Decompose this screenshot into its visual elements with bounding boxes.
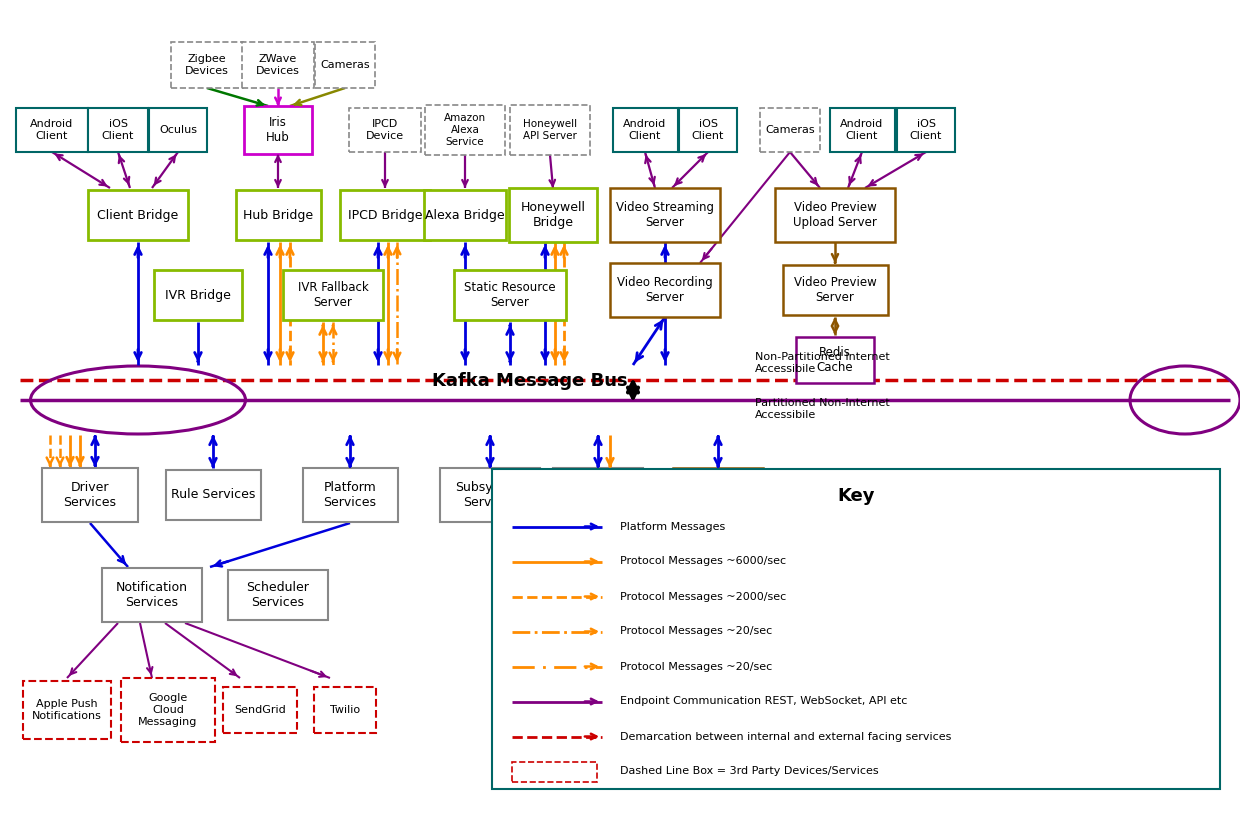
Bar <box>228 570 329 620</box>
Text: Redis
Cache: Redis Cache <box>817 346 853 374</box>
Text: Scheduler
Services: Scheduler Services <box>247 581 310 609</box>
Bar <box>492 469 1220 789</box>
Text: SendGrid: SendGrid <box>234 705 286 715</box>
Bar <box>610 188 720 242</box>
Text: iOS
Client: iOS Client <box>910 119 942 141</box>
Text: Video Streaming
Server: Video Streaming Server <box>616 201 714 229</box>
Text: Platform
Services: Platform Services <box>324 481 377 509</box>
Bar <box>680 108 737 152</box>
Text: Video Recording
Server: Video Recording Server <box>618 276 713 304</box>
Text: Subsystem
Services: Subsystem Services <box>455 481 525 509</box>
Text: Driver
Services: Driver Services <box>63 481 117 509</box>
Text: Android
Client: Android Client <box>841 119 884 141</box>
Bar <box>512 762 596 781</box>
Text: iOS
Client: iOS Client <box>692 119 724 141</box>
Text: Protocol Messages ~20/sec: Protocol Messages ~20/sec <box>620 661 773 671</box>
Bar <box>830 108 894 152</box>
Bar <box>440 468 539 522</box>
Bar <box>510 105 590 155</box>
Text: Kafka Message Bus: Kafka Message Bus <box>433 372 627 390</box>
Text: Non-Partitioned Internet
Accessibile: Non-Partitioned Internet Accessibile <box>755 352 890 374</box>
Text: Client Bridge: Client Bridge <box>98 209 179 221</box>
Bar <box>340 190 430 240</box>
Text: Amazon
Alexa
Service: Amazon Alexa Service <box>444 113 486 147</box>
Text: History
Services: History Services <box>572 481 625 509</box>
Bar <box>613 108 677 152</box>
Text: Iris
Hub: Iris Hub <box>267 116 290 144</box>
Bar <box>348 108 422 152</box>
Text: Dashed Line Box = 3rd Party Devices/Services: Dashed Line Box = 3rd Party Devices/Serv… <box>620 767 879 777</box>
Text: Twilio: Twilio <box>330 705 360 715</box>
Bar <box>796 337 874 383</box>
Bar <box>149 108 207 152</box>
Bar <box>314 687 376 733</box>
Text: Video Preview
Server: Video Preview Server <box>794 276 877 304</box>
Text: Protocol Messages ~2000/sec: Protocol Messages ~2000/sec <box>620 591 786 602</box>
Bar <box>171 42 243 88</box>
Text: Android
Client: Android Client <box>30 119 73 141</box>
Text: Partitioned Non-Internet
Accessibile: Partitioned Non-Internet Accessibile <box>755 398 890 420</box>
Text: Hub Bridge: Hub Bridge <box>243 209 312 221</box>
Bar <box>897 108 955 152</box>
Bar <box>303 468 398 522</box>
Text: Notification
Services: Notification Services <box>117 581 188 609</box>
Text: Oculus: Oculus <box>159 125 197 135</box>
Bar <box>424 190 506 240</box>
Text: Rule Services: Rule Services <box>171 488 255 502</box>
Bar <box>165 470 260 520</box>
Text: Honeywell
Bridge: Honeywell Bridge <box>521 201 585 229</box>
Text: Zigbee
Devices: Zigbee Devices <box>185 55 229 76</box>
Text: Video
Services: Video Services <box>692 481 744 509</box>
Text: iOS
Client: iOS Client <box>102 119 134 141</box>
Bar <box>24 681 112 739</box>
Text: Android
Client: Android Client <box>624 119 667 141</box>
Bar <box>553 468 644 522</box>
Text: IPCD Bridge: IPCD Bridge <box>347 209 423 221</box>
Text: Honeywell
API Server: Honeywell API Server <box>523 119 577 141</box>
Text: Video Preview
Upload Server: Video Preview Upload Server <box>794 201 877 229</box>
Bar <box>42 468 138 522</box>
Bar <box>315 42 374 88</box>
Bar <box>236 190 320 240</box>
Text: IPCD
Device: IPCD Device <box>366 119 404 141</box>
Text: Key: Key <box>837 487 874 505</box>
Bar <box>16 108 88 152</box>
Bar <box>673 468 763 522</box>
Bar <box>154 270 242 320</box>
Text: Apple Push
Notifications: Apple Push Notifications <box>32 699 102 721</box>
Bar <box>122 678 215 742</box>
Bar <box>610 263 720 317</box>
Bar <box>454 270 565 320</box>
Text: Google
Cloud
Messaging: Google Cloud Messaging <box>139 693 197 727</box>
Text: IVR Fallback
Server: IVR Fallback Server <box>298 281 368 309</box>
Text: Protocol Messages ~6000/sec: Protocol Messages ~6000/sec <box>620 556 786 566</box>
Bar <box>102 568 202 622</box>
Bar <box>88 190 188 240</box>
Bar <box>244 106 312 154</box>
Text: Cameras: Cameras <box>320 60 370 70</box>
Bar <box>242 42 314 88</box>
Bar <box>760 108 820 152</box>
Bar <box>425 105 505 155</box>
Text: Demarcation between internal and external facing services: Demarcation between internal and externa… <box>620 732 951 742</box>
Bar <box>508 188 596 242</box>
Bar <box>283 270 383 320</box>
Text: IVR Bridge: IVR Bridge <box>165 289 231 301</box>
Text: Cameras: Cameras <box>765 125 815 135</box>
Text: Protocol Messages ~20/sec: Protocol Messages ~20/sec <box>620 627 773 637</box>
Text: Alexa Bridge: Alexa Bridge <box>425 209 505 221</box>
Bar <box>223 687 298 733</box>
Text: Platform Messages: Platform Messages <box>620 522 725 531</box>
Bar <box>775 188 895 242</box>
Bar <box>782 265 888 315</box>
Text: Endpoint Communication REST, WebSocket, API etc: Endpoint Communication REST, WebSocket, … <box>620 696 908 706</box>
Text: Static Resource
Server: Static Resource Server <box>464 281 556 309</box>
Bar <box>88 108 148 152</box>
Text: ZWave
Devices: ZWave Devices <box>257 55 300 76</box>
